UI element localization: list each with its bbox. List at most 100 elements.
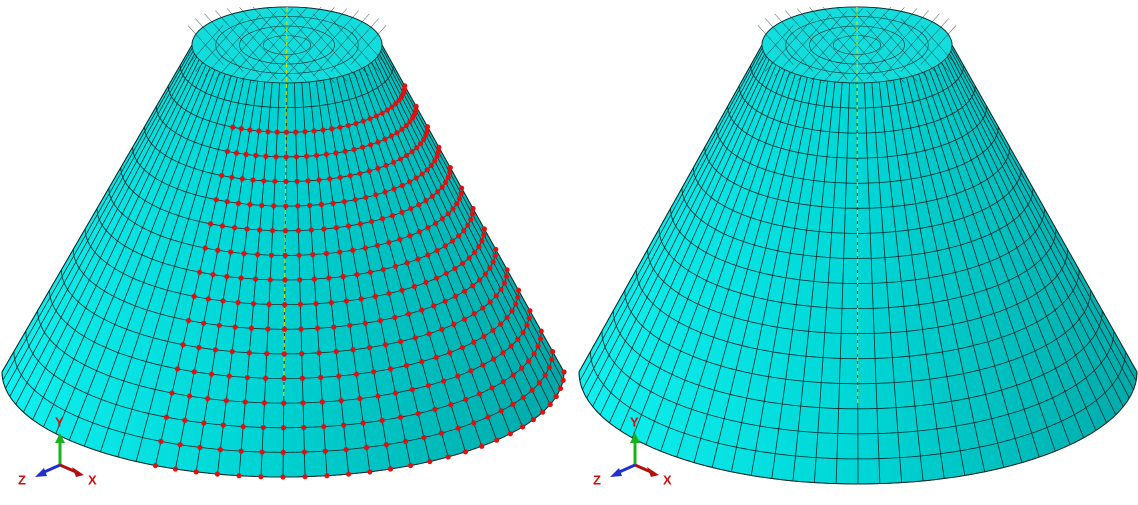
node-marker	[255, 251, 261, 258]
node-marker	[357, 396, 363, 402]
node-marker	[331, 324, 337, 330]
node-marker	[172, 466, 179, 472]
mesh-meridian	[693, 75, 802, 463]
mesh-meridian	[813, 82, 843, 483]
mesh-meridian	[950, 50, 1134, 390]
seam	[283, 6, 288, 399]
node-marker	[247, 201, 253, 208]
node-marker	[353, 371, 360, 377]
node-marker	[409, 386, 415, 393]
node-marker	[440, 378, 447, 384]
node-marker	[236, 473, 242, 479]
node-marker	[425, 225, 431, 231]
node-marker	[456, 233, 462, 239]
node-marker	[271, 203, 277, 209]
node-marker	[443, 270, 449, 277]
mesh-meridian	[9, 53, 195, 397]
node-marker	[293, 129, 299, 135]
node-marker	[343, 446, 349, 453]
node-marker	[407, 233, 413, 239]
node-marker	[392, 390, 399, 396]
node-marker	[340, 273, 346, 280]
node-marker	[341, 422, 347, 428]
node-marker	[345, 122, 351, 129]
node-marker	[455, 425, 461, 431]
node-marker	[471, 311, 477, 317]
node-marker	[466, 255, 472, 261]
mesh-meridian	[937, 64, 1097, 431]
node-marker	[549, 356, 555, 363]
mesh-meridian	[918, 73, 1040, 458]
node-marker	[417, 141, 424, 147]
node-marker	[333, 225, 340, 231]
node-marker	[260, 424, 266, 431]
node-marker	[459, 185, 465, 191]
node-marker	[498, 321, 504, 327]
node-marker	[266, 301, 272, 307]
triad: Y Z X	[18, 414, 97, 487]
node-marker	[223, 397, 229, 404]
cone-mesh	[578, 6, 1138, 485]
cap-grid	[313, 13, 370, 77]
mesh-meridian	[100, 73, 226, 452]
node-marker	[487, 265, 493, 271]
node-marker	[508, 343, 514, 349]
node-marker	[527, 308, 533, 314]
node-marker	[509, 308, 515, 314]
node-marker	[196, 344, 202, 351]
node-marker	[459, 344, 465, 351]
mesh-meridian	[2, 47, 193, 381]
node-marker	[445, 454, 451, 460]
node-marker	[282, 277, 288, 283]
node-marker	[426, 331, 432, 337]
node-marker	[515, 287, 522, 293]
node-marker	[452, 265, 458, 272]
mesh-meridian	[1, 44, 193, 373]
node-marker	[498, 286, 504, 293]
node-marker	[519, 424, 526, 430]
node-marker	[250, 177, 256, 183]
node-marker	[250, 301, 257, 307]
node-marker	[300, 400, 306, 406]
mesh-meridian	[676, 73, 796, 458]
cap-grid	[785, 10, 848, 80]
node-marker	[538, 328, 544, 334]
node-marker	[471, 420, 477, 426]
node-marker	[231, 225, 238, 231]
node-marker	[281, 400, 287, 406]
node-marker	[470, 283, 476, 289]
node-marker	[219, 172, 225, 179]
node-marker	[263, 153, 269, 159]
node-marker	[264, 351, 270, 357]
node-marker	[263, 375, 269, 381]
node-marker	[510, 401, 516, 407]
mesh-meridian	[619, 64, 777, 431]
node-marker	[257, 227, 263, 233]
node-marker	[367, 142, 374, 148]
node-marker	[252, 276, 259, 282]
node-marker	[202, 245, 208, 251]
node-marker	[461, 316, 468, 322]
node-marker	[560, 377, 566, 383]
node-marker	[367, 469, 373, 475]
node-marker	[274, 129, 280, 135]
node-marker	[193, 469, 199, 475]
cap-grid	[281, 8, 348, 82]
node-marker	[233, 150, 240, 156]
node-marker	[393, 101, 399, 107]
node-marker	[382, 342, 389, 348]
node-marker	[503, 273, 510, 280]
mesh-meridian	[135, 77, 238, 462]
node-marker	[427, 458, 433, 465]
node-marker	[267, 277, 273, 283]
node-marker	[413, 103, 419, 109]
node-marker	[375, 165, 381, 171]
node-marker	[256, 128, 262, 134]
node-marker	[311, 128, 317, 134]
cap-grid	[226, 8, 293, 82]
node-marker	[374, 242, 381, 249]
node-marker	[201, 420, 207, 426]
cap-grid	[796, 8, 863, 82]
node-marker	[313, 152, 320, 159]
node-marker	[232, 324, 238, 330]
